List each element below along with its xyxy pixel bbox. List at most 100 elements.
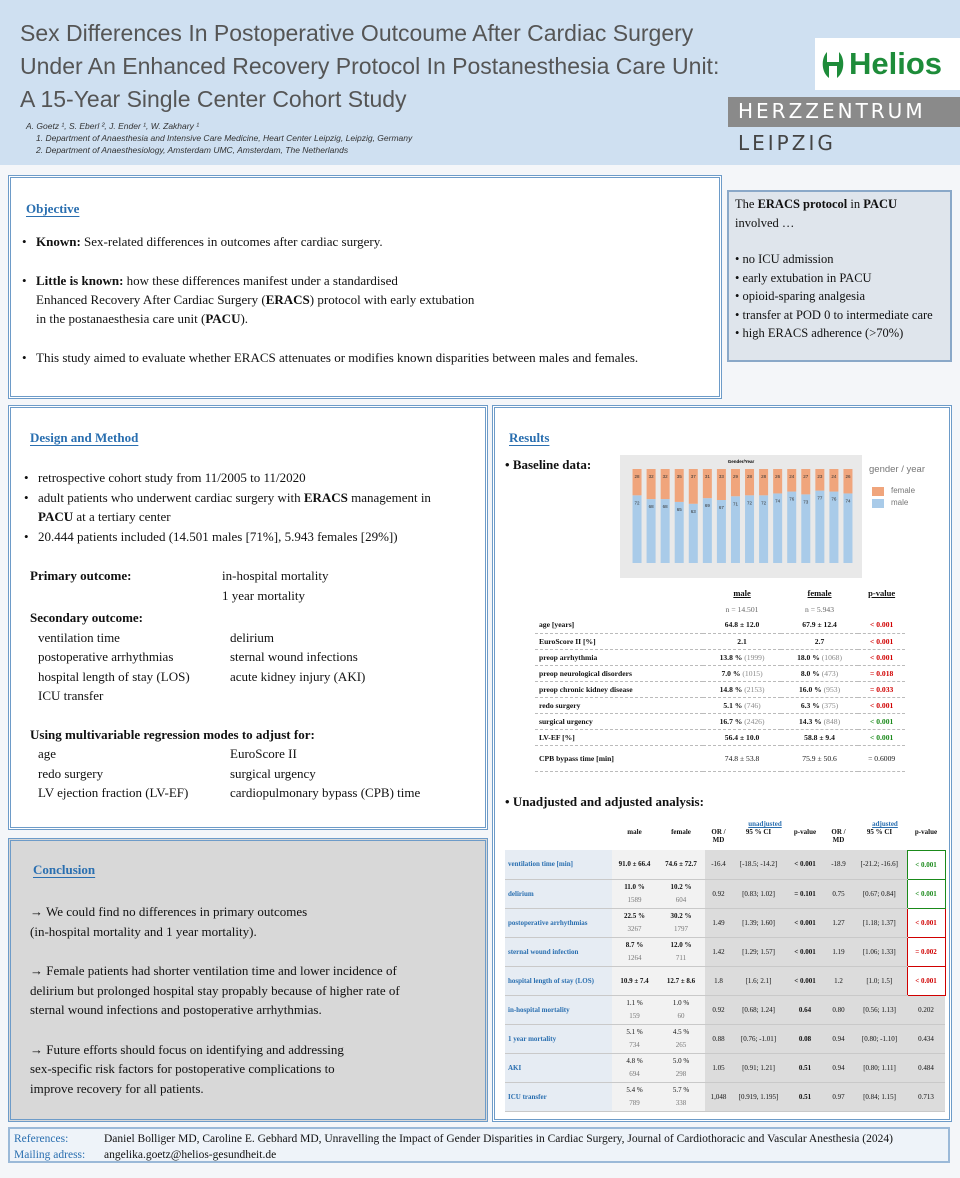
- cell: 16.0 % (953): [780, 681, 859, 698]
- table-row: AKI 4.8 % 694 5.0 % 298 1.05 [0.91; 1.21] 0.51 0…: [505, 1053, 945, 1083]
- count: 1264: [627, 954, 642, 962]
- text: This study aimed to evaluate whether ERA…: [36, 350, 639, 365]
- bar-label: 73: [803, 499, 809, 504]
- bar: [815, 490, 825, 563]
- analysis-table: unadjusted adjusted male female OR / MD 95 % …: [505, 818, 946, 1112]
- bar-label: 32: [663, 474, 669, 479]
- cell: [1.6; 2.1]: [732, 966, 785, 996]
- bar: [660, 469, 670, 500]
- paragraph: → Future efforts should focus on identif…: [30, 1040, 400, 1099]
- cell: < 0.001: [785, 937, 825, 967]
- cell: < 0.001: [785, 850, 825, 880]
- line: Little is known: how these differences m…: [36, 271, 638, 290]
- bar-label: 23: [817, 474, 823, 479]
- bar-label: 72: [747, 500, 753, 505]
- table-row: sternal wound infection 8.7 % 1264 12.0 % 71…: [505, 936, 946, 967]
- bar: [646, 469, 656, 500]
- count: 338: [675, 1099, 687, 1107]
- authors: A. Goetz ¹, S. Eberl ², J. Ender ¹, W. Z…: [26, 121, 200, 131]
- footer: References: Daniel Bolliger MD, Caroline …: [8, 1127, 950, 1163]
- line: delirium but prolonged hospital stay pro…: [30, 982, 400, 998]
- text: at a tertiary center: [73, 509, 171, 524]
- bar: [674, 469, 684, 502]
- p-value: = 0.018: [858, 665, 905, 682]
- cell: 14.3 % (848): [780, 713, 859, 730]
- line: sex-specific risk factors for postoperat…: [30, 1061, 335, 1076]
- row-label: ICU transfer: [505, 1082, 612, 1112]
- references: References: Daniel Bolliger MD, Caroline …: [14, 1131, 944, 1147]
- row-label: in-hospital mortality: [505, 995, 612, 1025]
- bar: [801, 494, 811, 563]
- value: 8.0 %: [800, 668, 820, 678]
- text: in the postanaesthesia care unit (: [36, 311, 206, 326]
- value: 30.2 %: [670, 912, 692, 920]
- row-left: redo surgery: [38, 765, 104, 781]
- bar-label: 37: [691, 474, 697, 479]
- cell: 1.2: [825, 966, 852, 996]
- cell: 58.8 ± 9.4: [780, 729, 859, 746]
- cell: [535, 585, 703, 601]
- n-cell: n = 5.943: [805, 604, 835, 614]
- text: The: [735, 197, 758, 211]
- cell: 8.7 % 1264: [612, 937, 657, 967]
- cell: 2.7: [780, 633, 859, 650]
- cell: [505, 828, 612, 850]
- bar-label: 27: [803, 474, 809, 479]
- column-header: 95 % CI: [852, 828, 907, 850]
- table-head: unadjusted adjusted male female OR / MD 95 % …: [505, 818, 945, 850]
- row-left: ventilation time: [38, 629, 120, 645]
- bar-label: 24: [789, 474, 795, 479]
- bar: [702, 498, 712, 563]
- column-header: p-value: [785, 828, 825, 850]
- row-label: sternal wound infection: [505, 937, 612, 967]
- cell: 1.1 % 159: [612, 995, 657, 1025]
- p-value: < 0.001: [858, 729, 905, 746]
- cell: 22.5 % 3267: [612, 908, 657, 938]
- cell: 12.0 % 711: [657, 937, 705, 967]
- paragraph: → We could find no differences in primar…: [30, 902, 400, 941]
- cell: 1.27: [825, 908, 852, 938]
- cell: 0.51: [785, 1053, 825, 1083]
- cell: 10.9 ± 7.4: [612, 966, 657, 996]
- row-left: hospital length of stay (LOS): [38, 668, 190, 684]
- value: 91.0 ± 66.4: [618, 860, 651, 869]
- value: 74.8 ± 53.8: [724, 753, 760, 763]
- p-value: < 0.001: [858, 697, 905, 714]
- bullet-item: 20.444 patients included (14.501 males […: [24, 527, 431, 546]
- column-header: p-value: [907, 828, 945, 850]
- line: This study aimed to evaluate whether ERA…: [36, 348, 638, 367]
- legend-label: male: [891, 498, 909, 507]
- value: 16.7 %: [719, 716, 743, 726]
- value: 16.0 %: [798, 684, 822, 694]
- bar: [688, 503, 698, 563]
- footer-text: angelika.goetz@helios-gesundheit.de: [104, 1149, 277, 1161]
- row: LV ejection fraction (LV-EF) cardiopulmon…: [30, 783, 470, 803]
- value: 5.0 %: [672, 1057, 690, 1065]
- bar: [829, 469, 839, 492]
- bar-label: 67: [719, 505, 725, 510]
- row-label: 1 year mortality: [505, 1024, 612, 1054]
- bar: [688, 469, 698, 504]
- row-right: surgical urgency: [230, 765, 316, 781]
- table-row: EuroScore II [%] 2.1 2.7 < 0.001: [535, 633, 905, 650]
- table-row: preop chronic kidney disease 14.8 % (2153…: [535, 681, 905, 698]
- line: retrospective cohort study from 11/2005 …: [38, 468, 431, 487]
- p-value: < 0.001: [906, 878, 946, 909]
- text: adult patients who underwent cardiac sur…: [38, 490, 304, 505]
- table-row: CPB bypass time [min] 74.8 ± 53.8 75.9 ± 5…: [535, 745, 905, 772]
- row-label: age [years]: [535, 617, 704, 634]
- cell: 91.0 ± 66.4: [612, 850, 657, 880]
- bold-text: PACU: [38, 509, 74, 524]
- n-row: n = 14.501 n = 5.943: [535, 601, 905, 617]
- count: (375): [821, 700, 839, 710]
- value: 10.9 ± 7.4: [620, 976, 649, 985]
- table-row: in-hospital mortality 1.1 % 159 1.0 % 60 0.92…: [505, 995, 945, 1025]
- legend-title: gender / year: [869, 464, 925, 475]
- bar-label: 72: [761, 500, 767, 505]
- p-value: < 0.001: [858, 713, 905, 730]
- count: 3267: [627, 925, 642, 933]
- line: → We could find no differences in primar…: [30, 904, 308, 919]
- row-label: hospital length of stay (LOS): [505, 966, 612, 996]
- value: 64.8 ± 12.0: [724, 620, 760, 630]
